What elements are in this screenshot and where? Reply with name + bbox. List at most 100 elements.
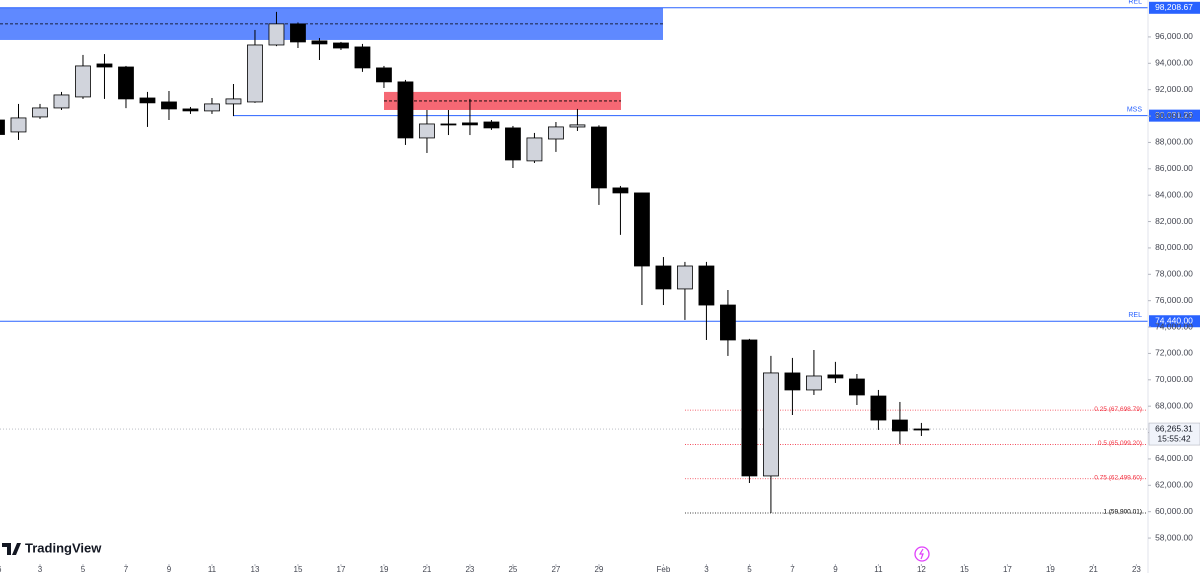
candle-body: [290, 23, 306, 43]
candle-body: [849, 378, 865, 396]
candle-body: [483, 121, 500, 129]
candle-body: [397, 81, 414, 139]
x-tick-label: 9: [167, 565, 172, 573]
logo: TradingView: [2, 540, 102, 555]
candle-body: [311, 40, 328, 45]
current-price-label: 66,265.31: [1155, 423, 1193, 433]
price-line-tag: [1149, 315, 1200, 328]
candle-body: [720, 304, 736, 341]
candle-body: [462, 122, 478, 126]
candle-body: [53, 94, 70, 109]
fib-label: 1 (59,900.01): [1103, 509, 1142, 516]
logo-icon: [2, 543, 21, 555]
x-tick-label: 11: [874, 565, 883, 573]
x-tick-label: 7: [790, 565, 795, 573]
candle-body: [741, 339, 758, 477]
y-tick-label: 92,000.00: [1155, 84, 1193, 94]
x-tick-label: 21: [1089, 565, 1098, 573]
y-tick-label: 94,000.00: [1155, 58, 1193, 68]
candle-body: [634, 192, 650, 267]
y-tick-label: 80,000.00: [1155, 242, 1193, 252]
candle-body: [376, 67, 392, 83]
y-tick-label: 62,000.00: [1155, 480, 1193, 490]
price-line-tag: [1149, 109, 1200, 122]
price-line-name: REL: [1128, 312, 1142, 319]
x-tick-label: 15: [960, 565, 969, 573]
x-tick-label: 3: [38, 565, 43, 573]
candle-body: [419, 123, 435, 139]
x-tick-label: 12: [917, 565, 926, 573]
x-tick-label: 26: [0, 565, 2, 573]
candle-body: [75, 65, 91, 98]
x-tick-label: 5: [747, 565, 752, 573]
x-tick-label: Feb: [657, 565, 671, 573]
candle-body: [139, 97, 156, 104]
y-tick-label: 84,000.00: [1155, 189, 1193, 199]
x-tick-label: 23: [1132, 565, 1141, 573]
x-tick-label: 27: [551, 565, 560, 573]
candle-body: [870, 395, 887, 421]
y-tick-label: 72,000.00: [1155, 348, 1193, 358]
candle-body: [333, 42, 349, 49]
y-tick-label: 88,000.00: [1155, 137, 1193, 147]
x-tick-label: 15: [294, 565, 303, 573]
price-line-tag: [1149, 1, 1200, 14]
y-tick-label: 76,000.00: [1155, 295, 1193, 305]
candle-body: [354, 46, 371, 69]
x-tick-label: 5: [81, 565, 86, 573]
x-tick-label: 17: [1003, 565, 1012, 573]
candle-body: [784, 372, 801, 391]
candle-body: [892, 419, 908, 432]
x-tick-label: 17: [337, 565, 346, 573]
x-tick-label: 23: [465, 565, 474, 573]
candle-body: [548, 126, 564, 140]
candle-body: [268, 23, 285, 46]
candle-body: [96, 63, 113, 68]
price-line-label: 74,440.00: [1155, 315, 1193, 325]
candle-body: [505, 127, 521, 161]
x-tick-label: 21: [422, 565, 431, 573]
alert-bolt: [918, 548, 924, 560]
price-line-label: 98,208.67: [1155, 2, 1193, 12]
logo-text: TradingView: [25, 540, 102, 555]
x-tick-label: 19: [1046, 565, 1055, 573]
candle-body: [827, 374, 844, 379]
x-tick-label: 19: [380, 565, 389, 573]
candle-body: [0, 119, 5, 135]
current-price-tag: [1148, 422, 1200, 446]
countdown: 15:55:42: [1157, 433, 1190, 443]
candle-body: [118, 66, 134, 100]
y-tick-label: 64,000.00: [1155, 453, 1193, 463]
y-tick-label: 90,000.00: [1155, 110, 1193, 120]
zone: [384, 91, 621, 110]
fib-label: 0.75 (62,499.60): [1094, 474, 1142, 481]
y-tick-label: 70,000.00: [1155, 374, 1193, 384]
y-tick-label: 58,000.00: [1155, 532, 1193, 542]
y-tick-label: 60,000.00: [1155, 506, 1193, 516]
candle-body: [182, 108, 199, 112]
x-tick-label: 3: [704, 565, 709, 573]
y-tick-label: 68,000.00: [1155, 400, 1193, 410]
y-tick-label: 78,000.00: [1155, 269, 1193, 279]
fib-label: 0.25 (67,698.79): [1094, 406, 1142, 413]
candle-body: [10, 117, 27, 133]
price-line-name: REL: [1128, 0, 1142, 6]
x-tick-label: 9: [833, 565, 838, 573]
alert-icon[interactable]: [914, 546, 930, 562]
candle-body: [225, 98, 242, 105]
price-line-label: 90,031.23: [1155, 110, 1193, 120]
x-tick-label: 11: [208, 565, 217, 573]
candle-body: [763, 372, 779, 477]
candle-body: [440, 123, 457, 126]
x-tick-label: 7: [124, 565, 129, 573]
candle-body: [806, 375, 822, 391]
candle-body: [913, 428, 930, 431]
candle-body: [591, 126, 607, 189]
candle-body: [655, 265, 672, 290]
x-tick-label: 25: [508, 565, 517, 573]
candle-body: [526, 137, 543, 162]
price-line-name: MSS: [1127, 106, 1143, 113]
